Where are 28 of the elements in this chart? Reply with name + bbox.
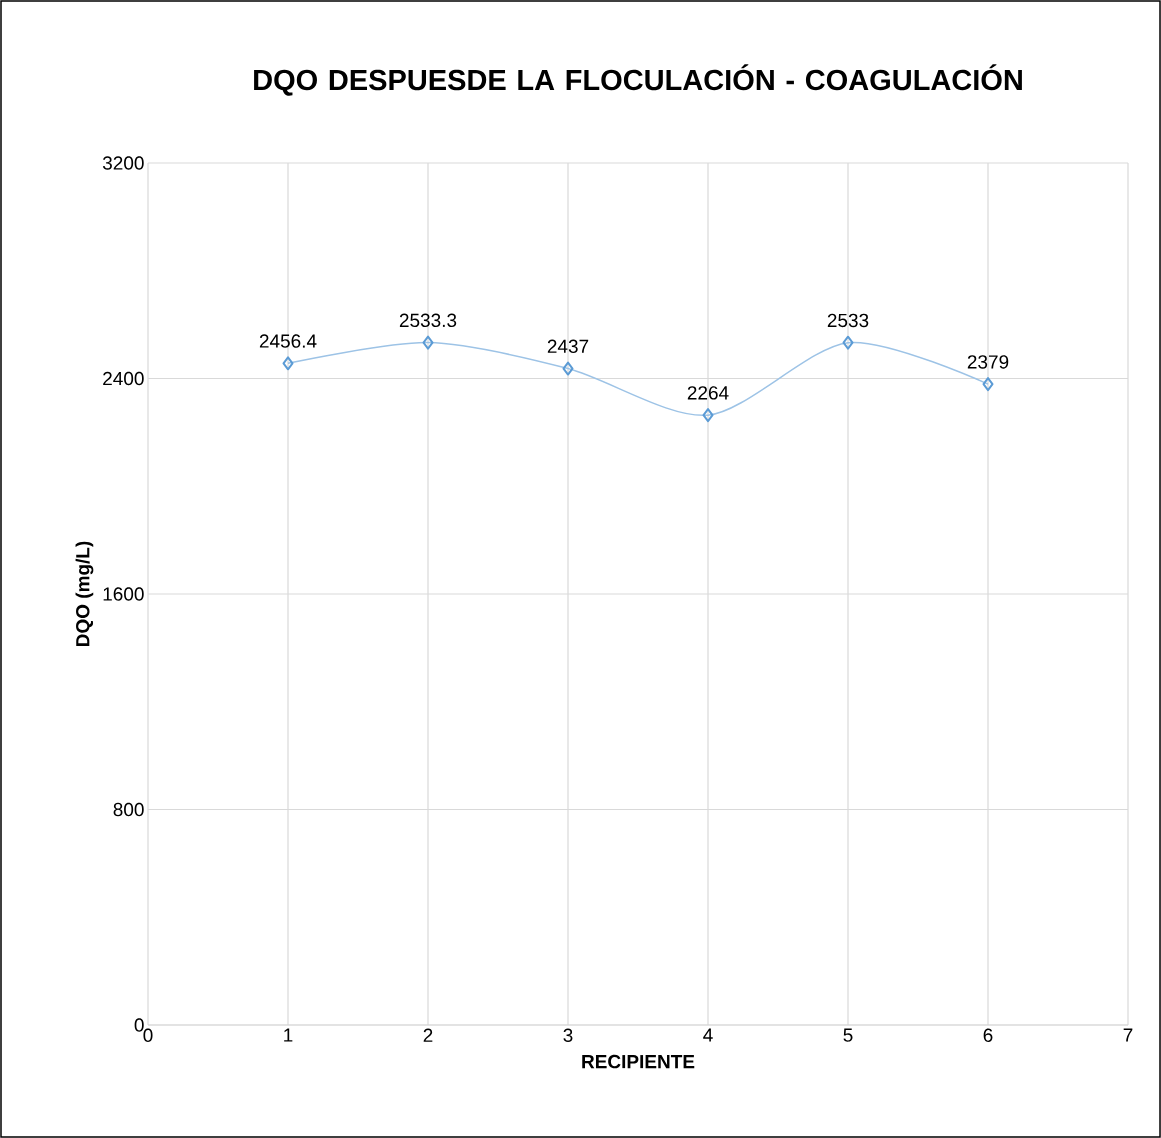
y-tick-label: 1600 xyxy=(103,587,144,601)
y-tick-label: 3200 xyxy=(102,156,144,170)
point xyxy=(702,408,714,423)
chart-title: DQO DESPUESDE LA FLOCULACIÓN - COAGULACIÓN xyxy=(254,64,1022,96)
point xyxy=(282,356,294,371)
x-tick-label: 6 xyxy=(983,1028,993,1042)
x-tick-label: 2 xyxy=(423,1028,433,1042)
x-tick-label: 3 xyxy=(563,1028,573,1042)
x-axis-title: RECIPIENTE xyxy=(582,1054,695,1069)
y-tick-label: 0 xyxy=(134,1018,144,1032)
point xyxy=(422,335,434,350)
data-label: 2264 xyxy=(687,386,729,400)
data-label: 2533 xyxy=(827,313,869,328)
point xyxy=(562,361,574,376)
x-tick-label: 5 xyxy=(843,1028,853,1042)
y-axis-title: DQO (mg/L) xyxy=(75,541,94,647)
x-tick-label: 1 xyxy=(284,1028,293,1042)
y-tick-label: 2400 xyxy=(103,371,144,386)
point xyxy=(842,335,854,350)
x-tick-label: 0 xyxy=(143,1028,153,1042)
data-label: 2533.3 xyxy=(399,313,457,328)
data-label: 2437 xyxy=(547,339,589,354)
y-tick-label: 800 xyxy=(113,802,144,817)
x-tick-label: 4 xyxy=(703,1028,713,1042)
data-label: 2456.4 xyxy=(259,334,317,348)
x-tick-label: 7 xyxy=(1123,1028,1133,1042)
point xyxy=(982,377,994,392)
data-label: 2379 xyxy=(967,355,1009,369)
